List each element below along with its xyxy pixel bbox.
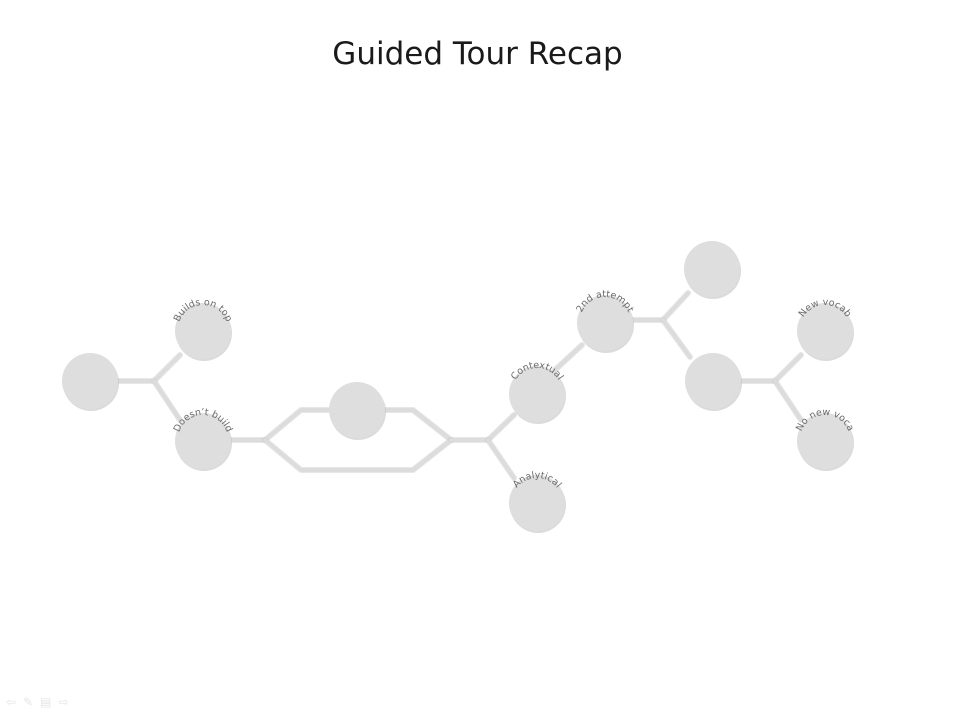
- node-new-vocab: New vocab: [797, 297, 854, 361]
- pen-icon[interactable]: ✎: [23, 695, 34, 709]
- node-top-right: [684, 241, 741, 299]
- menu-icon[interactable]: ▤: [40, 695, 52, 709]
- previous-slide-icon[interactable]: ⇦: [6, 695, 17, 709]
- node-builds-on-top: Builds on top: [172, 297, 234, 361]
- next-slide-icon[interactable]: ⇨: [58, 695, 69, 709]
- slideshow-controls: ⇦ ✎ ▤ ⇨: [6, 696, 69, 708]
- node-contextual: Contextual: [509, 360, 566, 424]
- node-middle: [329, 382, 386, 440]
- node-no-new-voca: No new voca: [794, 407, 856, 471]
- node-right-hub: [685, 353, 742, 411]
- slide-title: Guided Tour Recap: [332, 36, 623, 72]
- node-root: [62, 353, 119, 411]
- connector-lines: [115, 290, 804, 481]
- node-analytical: Analytical: [509, 470, 566, 533]
